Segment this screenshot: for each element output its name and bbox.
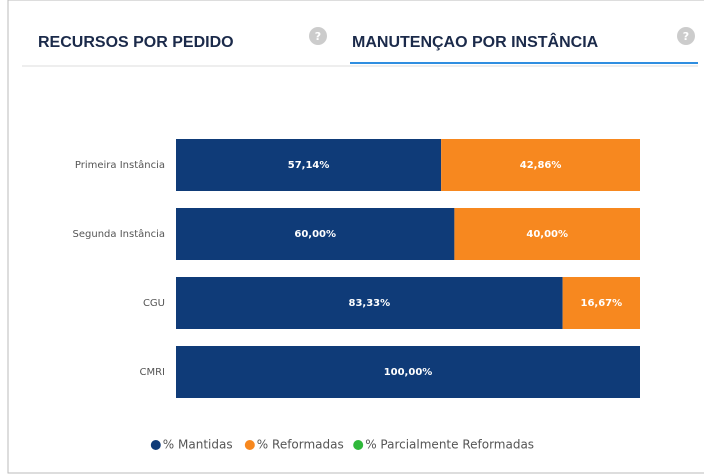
legend-label: % Mantidas (163, 438, 233, 452)
data-label: 40,00% (526, 229, 568, 240)
category-label: CGU (143, 298, 165, 309)
help-icon[interactable] (677, 27, 695, 45)
category-label: CMRI (139, 367, 165, 378)
help-icon-glyph: ? (683, 30, 689, 43)
bar-segment (562, 277, 640, 329)
data-label: 100,00% (384, 367, 433, 378)
tab-active[interactable]: MANUTENÇAO POR INSTÂNCIA (352, 32, 599, 51)
data-label: 57,14% (288, 160, 330, 171)
help-icon[interactable] (309, 27, 327, 45)
legend-marker (150, 440, 161, 450)
category-label: Segunda Instância (73, 228, 165, 240)
data-label: 16,67% (580, 298, 622, 309)
tab[interactable]: RECURSOS POR PEDIDO (38, 34, 234, 51)
legend-marker (244, 440, 255, 450)
legend-label: % Parcialmente Reformadas (365, 438, 534, 452)
data-label: 60,00% (294, 229, 336, 240)
bar-segment (441, 139, 640, 191)
help-icon-glyph: ? (315, 30, 321, 43)
category-label: Primeira Instância (75, 159, 165, 171)
bar-segment (176, 346, 640, 398)
data-label: 42,86% (520, 160, 562, 171)
bar-segment (176, 139, 442, 191)
data-label: 83,33% (348, 298, 390, 309)
bar-segment (176, 208, 455, 260)
legend-label: % Reformadas (257, 438, 344, 452)
bar-segment (176, 277, 563, 329)
bar-segment (454, 208, 640, 260)
legend-marker (353, 440, 364, 450)
